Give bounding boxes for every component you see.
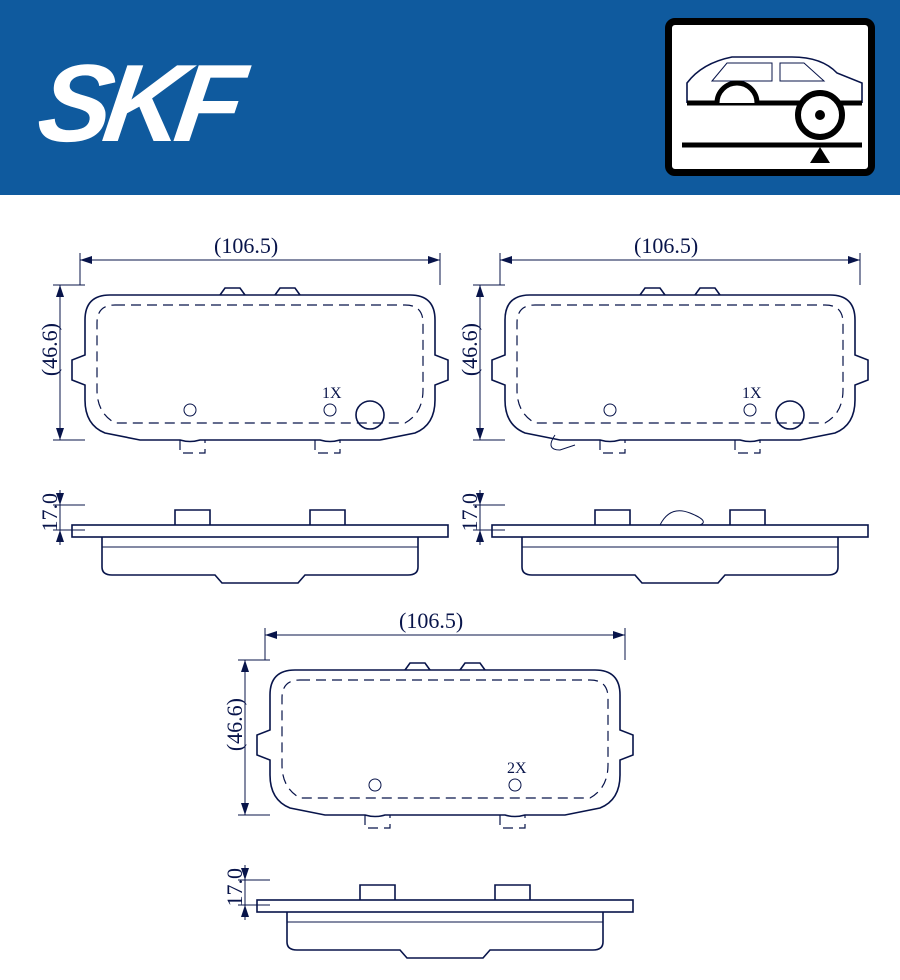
brake-pad-drawing bbox=[225, 600, 635, 980]
technical-drawing-area: (106.5) (46.6) 17.0 1X bbox=[0, 195, 900, 967]
brake-pad-panel-top-left: (106.5) (46.6) 17.0 1X bbox=[40, 225, 440, 595]
brake-pad-drawing bbox=[460, 225, 870, 605]
brake-pad-panel-bottom: (106.5) (46.6) 17.0 2X bbox=[225, 600, 625, 970]
header-banner: SKF bbox=[0, 0, 900, 195]
brake-pad-drawing bbox=[40, 225, 450, 605]
brand-logo-text: SKF bbox=[31, 40, 245, 167]
brake-pad-panel-top-right: (106.5) (46.6) 17.0 1X bbox=[460, 225, 860, 595]
brand-logo: SKF bbox=[40, 40, 236, 167]
rear-axle-car-icon bbox=[665, 18, 875, 176]
